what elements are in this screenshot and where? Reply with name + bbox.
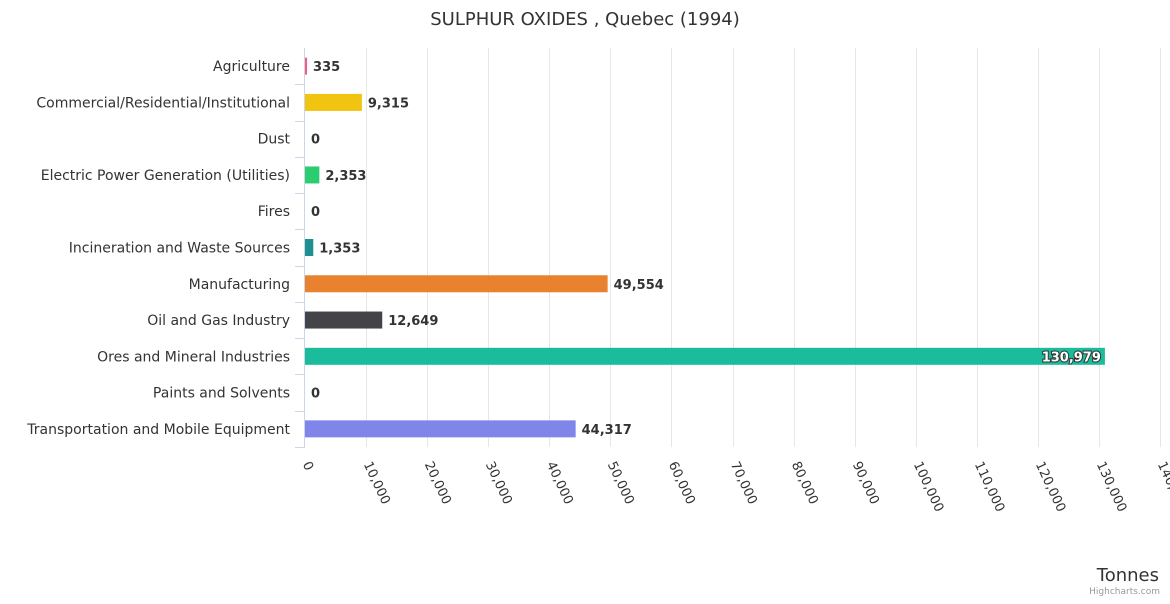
tick-label: 10,000 [360,459,393,507]
tick-label: 140,000 [1154,459,1170,514]
bar [305,347,1105,365]
chart-title: SULPHUR OXIDES , Quebec (1994) [430,9,740,30]
data-label: 2,353 [325,169,366,184]
tick-label: 20,000 [421,459,454,507]
bar [305,420,576,438]
bar [305,311,383,329]
tick-label: 120,000 [1032,459,1068,514]
tick-label: 80,000 [788,459,821,507]
bar [305,239,314,256]
data-labels: 335 9,315 0 2,353 0 1,353 49,554 12,649 130,979 0… [311,60,1102,438]
tick-label: 60,000 [665,459,698,507]
bar [305,93,362,111]
tick-label: 30,000 [482,459,515,507]
data-label: 44,317 [582,423,632,438]
category-label: Agriculture [213,59,290,75]
tick-label: 90,000 [849,459,882,507]
category-label: Electric Power Generation (Utilities) [41,168,290,184]
category-label: Fires [258,204,290,220]
tick-label: 40,000 [543,459,576,507]
tick-label: 0 [299,459,316,473]
data-label: 49,554 [614,278,664,293]
category-label: Manufacturing [189,277,290,293]
category-label: Incineration and Waste Sources [69,241,290,257]
category-label: Oil and Gas Industry [147,313,290,329]
credits-link[interactable]: Highcharts.com [1089,587,1160,597]
category-axis: Agriculture Commercial/Residential/Instit… [26,48,305,448]
data-label: 9,315 [368,96,409,111]
data-label: 0 [311,205,320,220]
data-label: 0 [311,133,320,148]
tick-label: 130,000 [1093,459,1129,514]
category-label: Ores and Mineral Industries [97,349,290,365]
data-label: 1,353 [319,242,360,257]
bar [305,275,608,293]
data-label: 12,649 [388,314,438,329]
bar [305,57,308,75]
gridlines [366,48,1161,447]
data-label: 335 [313,60,340,75]
value-axis-ticks: 0 10,000 20,000 30,000 40,000 50,000 60,000 70,… [299,459,1170,514]
category-label: Transportation and Mobile Equipment [26,422,290,438]
bar [305,166,320,184]
tick-label: 100,000 [910,459,946,514]
bars [305,57,1105,438]
data-label: 130,979 [1042,350,1101,365]
tick-label: 110,000 [971,459,1007,514]
category-label: Dust [258,132,291,148]
tick-label: 50,000 [604,459,637,507]
category-label: Commercial/Residential/Institutional [36,95,290,111]
tick-label: 70,000 [727,459,760,507]
value-axis-title: Tonnes [1096,565,1159,586]
category-label: Paints and Solvents [153,386,290,402]
data-label: 0 [311,387,320,402]
